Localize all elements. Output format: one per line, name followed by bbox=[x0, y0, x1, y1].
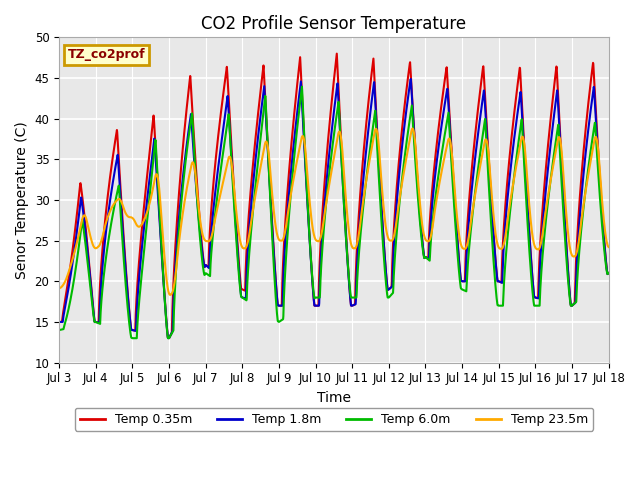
Temp 23.5m bbox=[605, 244, 612, 250]
Temp 23.5m bbox=[350, 245, 358, 251]
Temp 1.8m bbox=[407, 76, 415, 82]
Temp 6.0m bbox=[572, 300, 580, 305]
Temp 0.35m bbox=[362, 123, 370, 129]
Line: Temp 23.5m: Temp 23.5m bbox=[59, 129, 609, 295]
Y-axis label: Senor Temperature (C): Senor Temperature (C) bbox=[15, 121, 29, 279]
Temp 0.35m bbox=[55, 319, 63, 325]
Text: TZ_co2prof: TZ_co2prof bbox=[67, 48, 145, 61]
Temp 6.0m bbox=[209, 235, 216, 241]
Temp 23.5m bbox=[362, 180, 370, 186]
Temp 0.35m bbox=[557, 138, 564, 144]
Line: Temp 6.0m: Temp 6.0m bbox=[59, 87, 609, 338]
Temp 23.5m bbox=[209, 229, 216, 235]
Line: Temp 0.35m: Temp 0.35m bbox=[59, 54, 609, 338]
Temp 0.35m bbox=[209, 190, 216, 196]
Temp 23.5m bbox=[572, 252, 580, 258]
Temp 6.0m bbox=[362, 178, 370, 184]
Temp 1.8m bbox=[165, 335, 173, 341]
Temp 23.5m bbox=[409, 126, 417, 132]
Temp 1.8m bbox=[362, 151, 370, 157]
X-axis label: Time: Time bbox=[317, 391, 351, 405]
Temp 1.8m bbox=[55, 319, 63, 325]
Temp 23.5m bbox=[166, 292, 174, 298]
Temp 6.0m bbox=[557, 160, 564, 166]
Temp 1.8m bbox=[209, 214, 216, 220]
Temp 0.35m bbox=[165, 335, 173, 341]
Temp 23.5m bbox=[55, 285, 63, 291]
Temp 6.0m bbox=[298, 84, 306, 90]
Temp 1.8m bbox=[494, 278, 502, 284]
Temp 0.35m bbox=[605, 270, 612, 276]
Legend: Temp 0.35m, Temp 1.8m, Temp 6.0m, Temp 23.5m: Temp 0.35m, Temp 1.8m, Temp 6.0m, Temp 2… bbox=[75, 408, 593, 431]
Title: CO2 Profile Sensor Temperature: CO2 Profile Sensor Temperature bbox=[202, 15, 467, 33]
Temp 6.0m bbox=[605, 270, 612, 276]
Temp 0.35m bbox=[333, 51, 340, 57]
Temp 6.0m bbox=[129, 336, 136, 341]
Temp 1.8m bbox=[605, 270, 612, 276]
Temp 23.5m bbox=[557, 139, 564, 144]
Temp 1.8m bbox=[557, 144, 564, 150]
Temp 1.8m bbox=[350, 302, 358, 308]
Temp 6.0m bbox=[55, 327, 63, 333]
Temp 23.5m bbox=[494, 242, 502, 248]
Temp 6.0m bbox=[350, 295, 358, 300]
Temp 0.35m bbox=[350, 302, 358, 308]
Temp 0.35m bbox=[494, 278, 502, 284]
Line: Temp 1.8m: Temp 1.8m bbox=[59, 79, 609, 338]
Temp 6.0m bbox=[494, 302, 502, 308]
Temp 0.35m bbox=[572, 266, 580, 272]
Temp 1.8m bbox=[572, 290, 580, 296]
